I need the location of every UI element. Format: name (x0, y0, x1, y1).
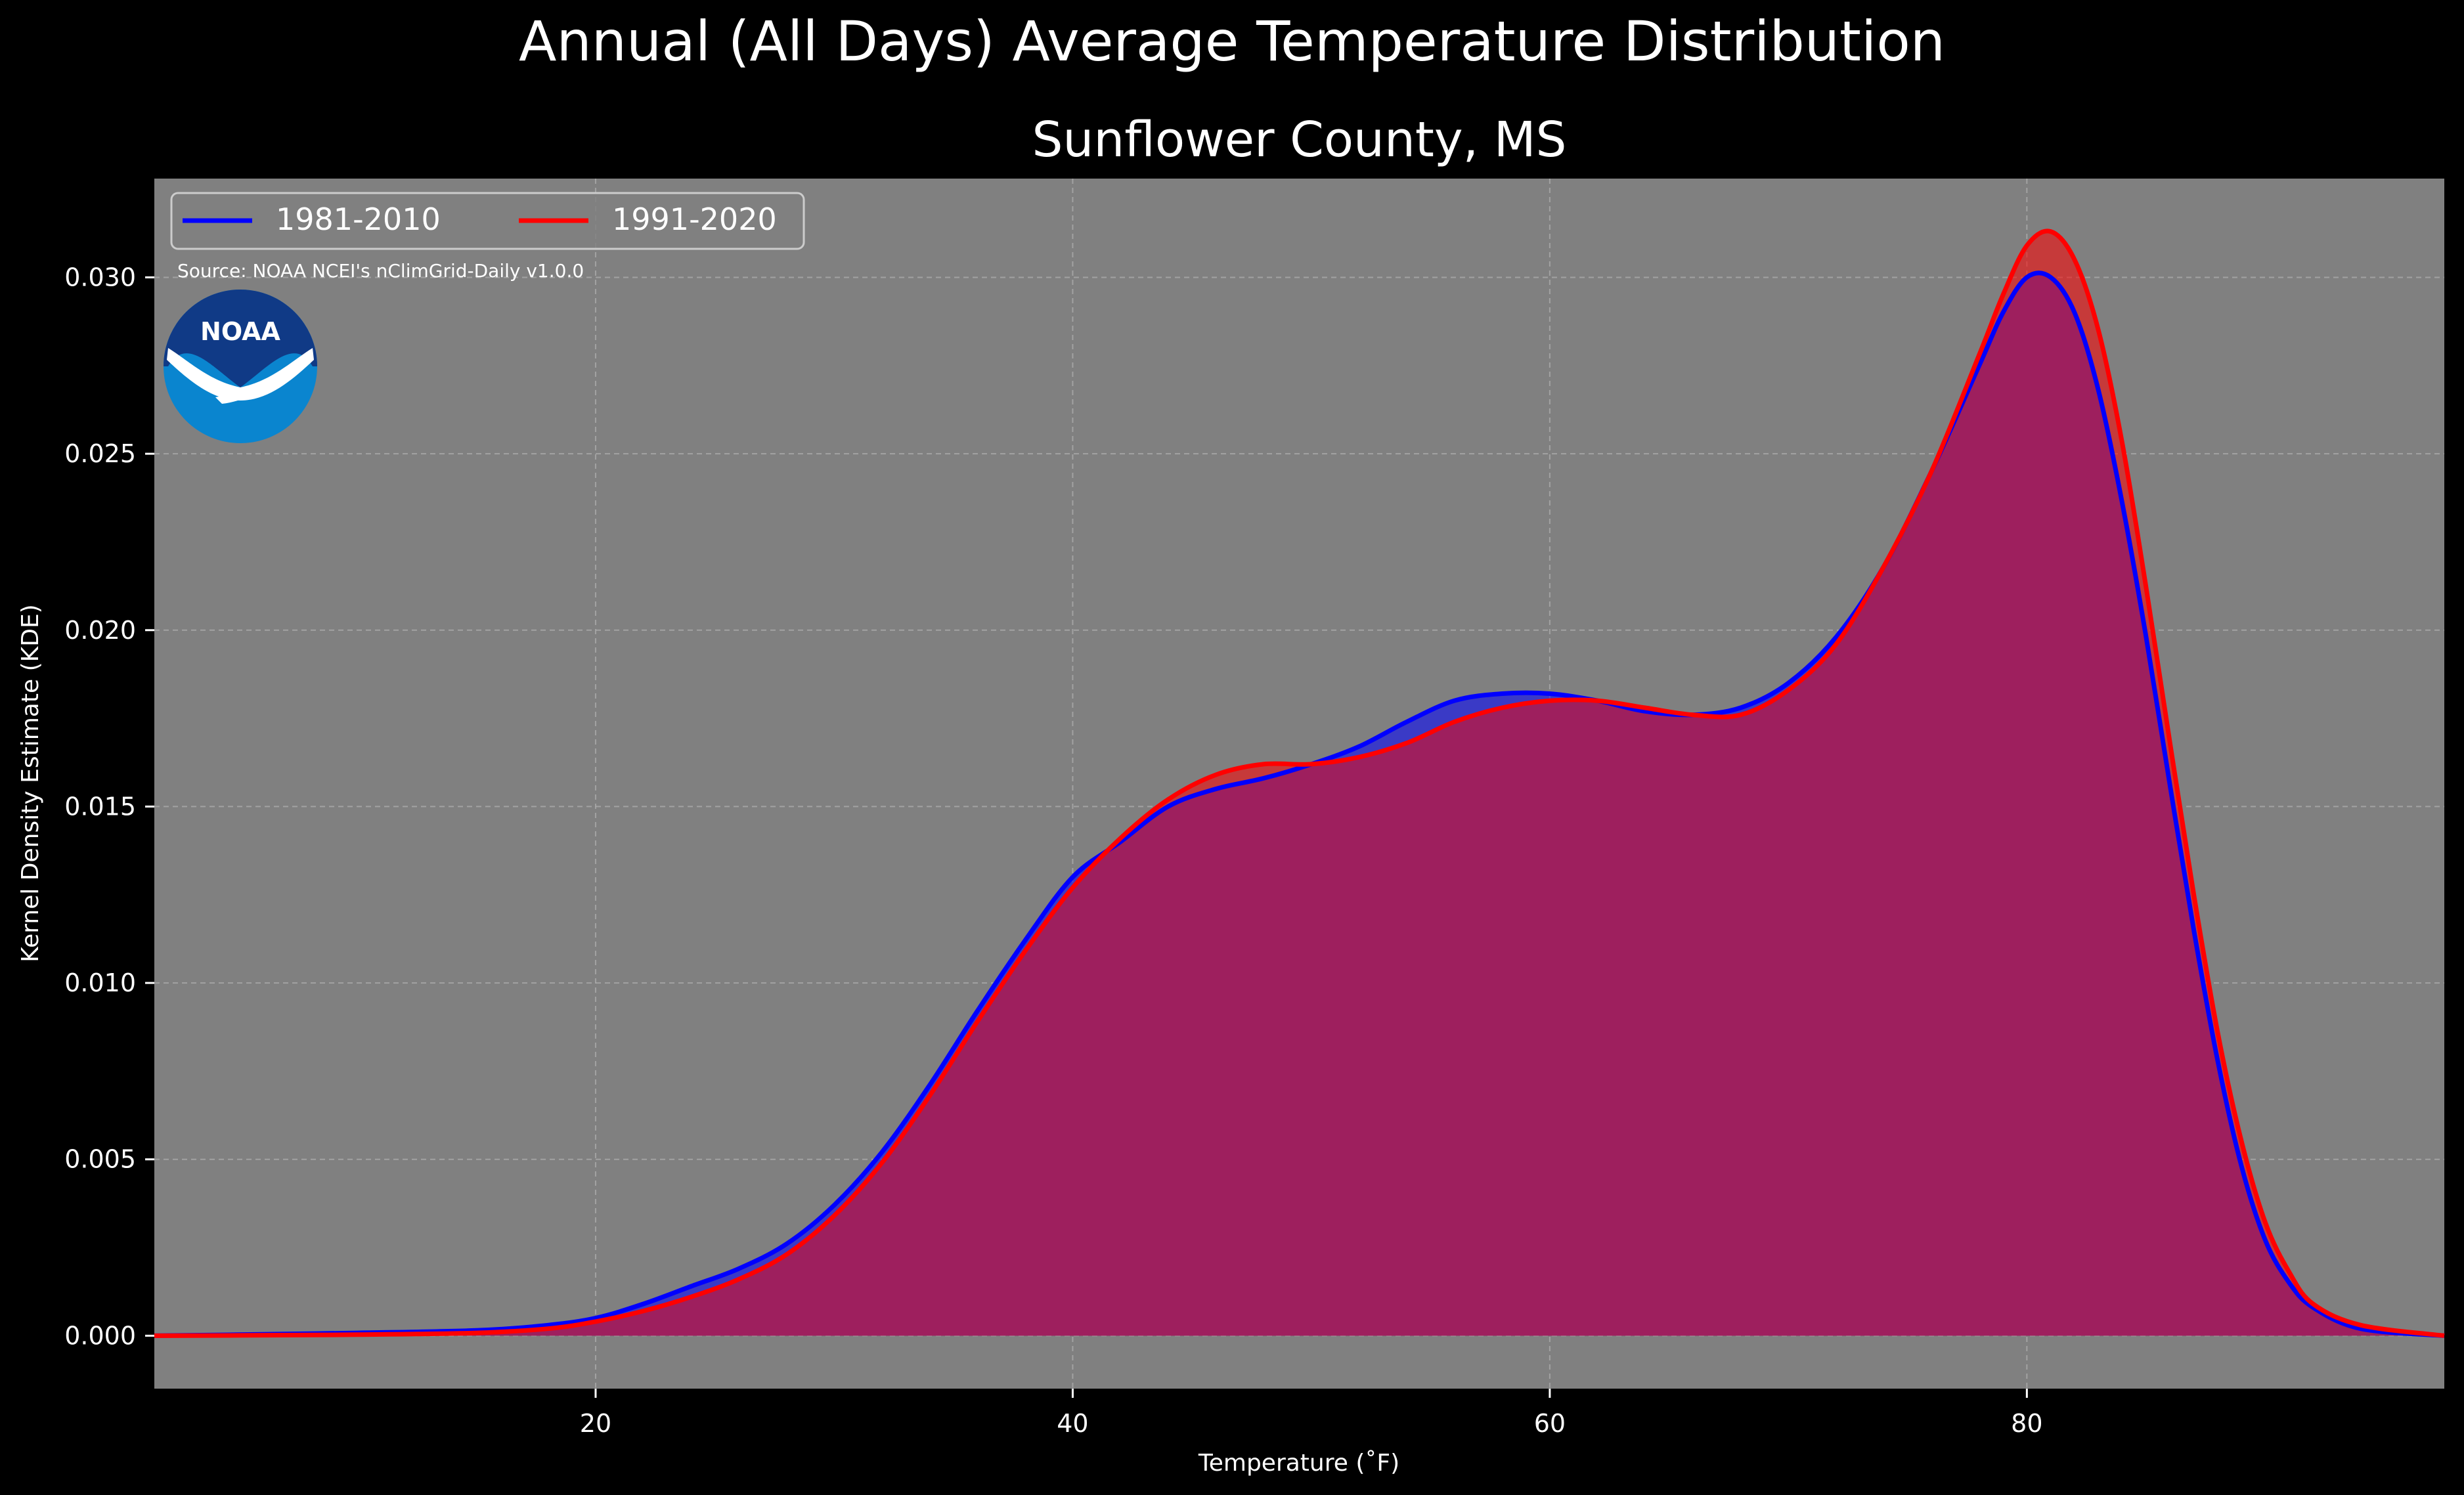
legend: 1981-2010 1991-2020 (170, 192, 805, 250)
y-tick-label: 0.015 (64, 792, 136, 821)
x-tick-label: 20 (580, 1409, 611, 1438)
svg-text:NOAA: NOAA (200, 317, 280, 346)
legend-frame (170, 192, 805, 250)
y-tick-label: 0.025 (64, 439, 136, 468)
x-axis-label: Temperature (˚F) (1198, 1450, 1399, 1477)
legend-label-1981-2010: 1981-2010 (276, 202, 441, 237)
legend-label-1991-2020: 1991-2020 (612, 202, 777, 237)
chart-title: Annual (All Days) Average Temperature Di… (519, 9, 1945, 74)
y-tick-label: 0.000 (64, 1321, 136, 1350)
y-tick-label: 0.020 (64, 616, 136, 645)
series-line-1991-2020 (154, 228, 2445, 1338)
axis-ticks: 20 40 60 80 0.000 0.005 0.010 0.015 0.020 0.025 0.… (64, 263, 2042, 1438)
x-tick-label: 60 (1534, 1409, 1566, 1438)
series-lines (154, 228, 2445, 1338)
series-areas (154, 230, 2444, 1336)
x-tick-label: 40 (1057, 1409, 1088, 1438)
y-tick-label: 0.005 (64, 1145, 136, 1174)
y-tick-label: 0.030 (64, 263, 136, 292)
x-tick-label: 80 (2011, 1409, 2042, 1438)
chart-subtitle: Sunflower County, MS (1032, 112, 1567, 168)
series-overlap-area (154, 272, 2444, 1336)
y-tick-label: 0.010 (64, 968, 136, 997)
noaa-logo: NOAA (164, 290, 317, 443)
source-note: Source: NOAA NCEI's nClimGrid-Daily v1.0… (177, 260, 584, 282)
y-axis-label: Kernel Density Estimate (KDE) (17, 604, 44, 962)
